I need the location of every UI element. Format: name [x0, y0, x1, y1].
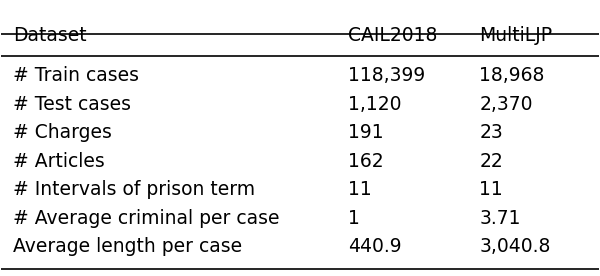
Text: Average length per case: Average length per case	[13, 237, 242, 256]
Text: 3,040.8: 3,040.8	[479, 237, 551, 256]
Text: 162: 162	[348, 152, 383, 171]
Text: MultiLJP: MultiLJP	[479, 26, 552, 45]
Text: # Charges: # Charges	[13, 123, 112, 142]
Text: 11: 11	[348, 180, 371, 199]
Text: 22: 22	[479, 152, 503, 171]
Text: Dataset: Dataset	[13, 26, 87, 45]
Text: # Average criminal per case: # Average criminal per case	[13, 209, 280, 228]
Text: 1,120: 1,120	[348, 95, 401, 114]
Text: 23: 23	[479, 123, 503, 142]
Text: 18,968: 18,968	[479, 66, 545, 85]
Text: 3.71: 3.71	[479, 209, 521, 228]
Text: CAIL2018: CAIL2018	[348, 26, 437, 45]
Text: # Intervals of prison term: # Intervals of prison term	[13, 180, 256, 199]
Text: 2,370: 2,370	[479, 95, 533, 114]
Text: 1: 1	[348, 209, 359, 228]
Text: 118,399: 118,399	[348, 66, 425, 85]
Text: 191: 191	[348, 123, 383, 142]
Text: 440.9: 440.9	[348, 237, 401, 256]
Text: # Articles: # Articles	[13, 152, 105, 171]
Text: 11: 11	[479, 180, 503, 199]
Text: # Test cases: # Test cases	[13, 95, 131, 114]
Text: # Train cases: # Train cases	[13, 66, 139, 85]
